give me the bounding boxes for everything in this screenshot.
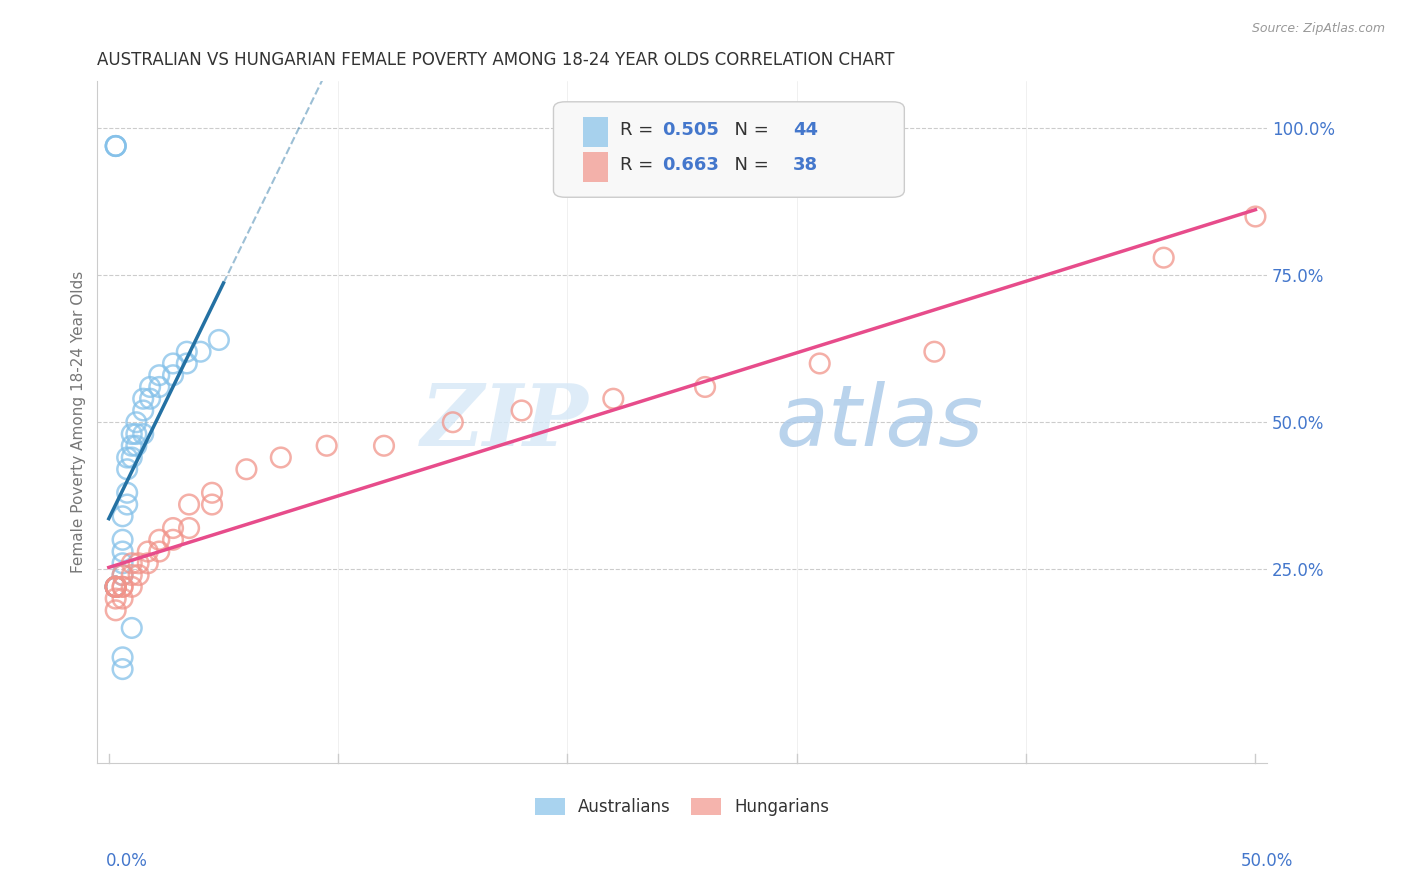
Point (270, 450, 292, 465)
Point (132, 403, 155, 417)
Point (104, 580, 127, 594)
Text: R =: R = (620, 121, 659, 139)
Point (693, 380, 716, 394)
Text: N =: N = (723, 156, 775, 174)
Point (104, 139, 127, 153)
Point (148, 544, 170, 558)
Point (139, 380, 162, 394)
Point (201, 498, 224, 512)
Point (121, 450, 143, 465)
Point (924, 344, 946, 359)
Text: atlas: atlas (776, 381, 984, 464)
Point (111, 509, 134, 524)
Point (125, 427, 148, 442)
Point (121, 580, 143, 594)
Legend: Australians, Hungarians: Australians, Hungarians (529, 791, 837, 823)
Point (235, 462, 257, 476)
Point (104, 580, 127, 594)
Point (136, 544, 159, 558)
Point (104, 580, 127, 594)
Point (104, 580, 127, 594)
Text: Source: ZipAtlas.com: Source: ZipAtlas.com (1251, 22, 1385, 36)
Text: 0.0%: 0.0% (105, 852, 148, 870)
Point (121, 427, 143, 442)
Point (104, 580, 127, 594)
Point (121, 556, 143, 570)
Point (121, 568, 143, 582)
Point (125, 415, 148, 429)
Text: 0.505: 0.505 (662, 121, 718, 139)
Point (128, 568, 150, 582)
Point (111, 650, 134, 665)
Point (373, 439, 395, 453)
Point (111, 662, 134, 676)
Point (139, 392, 162, 406)
Point (1244, 210, 1267, 224)
Point (111, 568, 134, 582)
Point (111, 556, 134, 570)
Point (441, 415, 464, 429)
Point (104, 580, 127, 594)
Point (208, 333, 231, 347)
Y-axis label: Female Poverty Among 18-24 Year Olds: Female Poverty Among 18-24 Year Olds (72, 271, 86, 574)
Point (177, 498, 200, 512)
Point (602, 392, 624, 406)
Point (177, 521, 200, 535)
Point (104, 580, 127, 594)
Text: R =: R = (620, 156, 659, 174)
Point (162, 368, 184, 383)
Point (111, 544, 134, 558)
Point (104, 591, 127, 606)
Text: N =: N = (723, 121, 775, 139)
Point (148, 533, 170, 547)
Point (132, 392, 155, 406)
Point (176, 356, 198, 370)
Text: 38: 38 (793, 156, 818, 174)
Text: ZIP: ZIP (420, 381, 589, 464)
Point (104, 580, 127, 594)
Point (148, 368, 170, 383)
Point (104, 580, 127, 594)
Point (510, 403, 533, 417)
Point (111, 580, 134, 594)
Point (104, 603, 127, 617)
Point (115, 450, 138, 465)
Point (162, 521, 184, 535)
Point (111, 591, 134, 606)
Point (104, 580, 127, 594)
Point (190, 344, 212, 359)
Point (104, 580, 127, 594)
Point (121, 621, 143, 635)
Point (115, 498, 138, 512)
Point (104, 139, 127, 153)
Text: AUSTRALIAN VS HUNGARIAN FEMALE POVERTY AMONG 18-24 YEAR OLDS CORRELATION CHART: AUSTRALIAN VS HUNGARIAN FEMALE POVERTY A… (97, 51, 894, 69)
Point (201, 485, 224, 500)
Point (121, 439, 143, 453)
Point (104, 580, 127, 594)
FancyBboxPatch shape (582, 152, 609, 182)
Point (162, 356, 184, 370)
Point (111, 580, 134, 594)
Point (132, 427, 155, 442)
Text: 0.663: 0.663 (662, 156, 718, 174)
Point (104, 139, 127, 153)
Text: 50.0%: 50.0% (1241, 852, 1294, 870)
FancyBboxPatch shape (582, 117, 609, 147)
Text: 44: 44 (793, 121, 818, 139)
Point (1153, 251, 1175, 265)
Point (115, 462, 138, 476)
Point (162, 533, 184, 547)
Point (115, 485, 138, 500)
Point (111, 568, 134, 582)
Point (125, 439, 148, 453)
Point (136, 556, 159, 570)
Point (808, 356, 831, 370)
Point (111, 533, 134, 547)
Point (176, 344, 198, 359)
Point (148, 380, 170, 394)
FancyBboxPatch shape (554, 102, 904, 197)
Point (104, 580, 127, 594)
Point (315, 439, 337, 453)
Point (128, 556, 150, 570)
